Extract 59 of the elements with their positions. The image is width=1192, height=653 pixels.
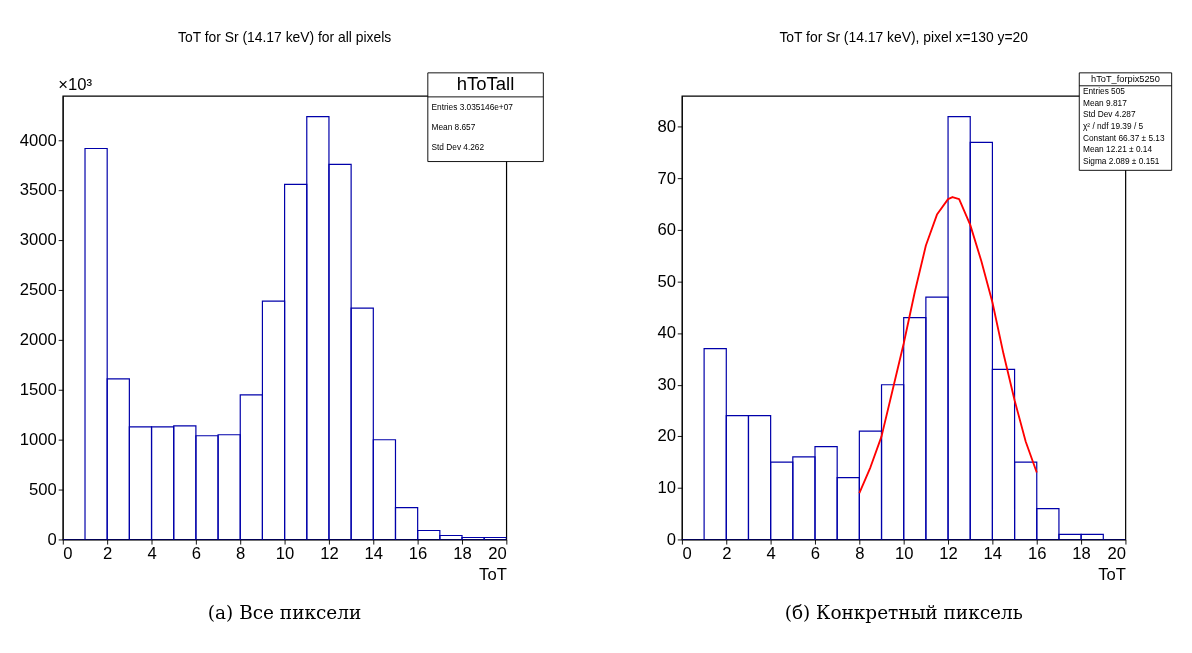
y-axis-title: ×10³ <box>58 75 93 95</box>
annotation: Std Dev 4.287 <box>1082 109 1136 120</box>
x-tick-label: 4 <box>147 544 157 564</box>
x-tick-label: 0 <box>63 544 73 564</box>
y-tick-label: 30 <box>657 374 676 394</box>
y-tick-label: 2000 <box>19 330 57 350</box>
text: hToT_forpix5250 <box>1091 74 1160 85</box>
annotation: Mean 9.817 <box>1082 97 1128 108</box>
x-tick-label: 12 <box>939 544 958 564</box>
annotation: Mean 8.657 <box>431 122 476 133</box>
annotation: Std Dev 4.262 <box>431 142 485 153</box>
annotation: Entries 3.035146e+07 <box>431 101 514 112</box>
y-tick-label: 3000 <box>19 230 57 250</box>
x-tick-label: 16 <box>1027 544 1047 564</box>
y-tick-label: 0 <box>666 529 676 549</box>
x-tick-label: 20 <box>488 544 507 564</box>
annotation: Entries 505 <box>1082 86 1126 97</box>
y-tick-label: 70 <box>657 168 676 188</box>
x-tick-label: 2 <box>722 544 732 564</box>
y-tick-label: 60 <box>657 220 676 240</box>
annotation: Constant 66.37 ± 5.13 <box>1082 132 1165 143</box>
x-tick-label: 0 <box>682 544 692 564</box>
x-tick-label: 12 <box>320 544 339 564</box>
y-tick-label: 10 <box>657 478 676 497</box>
x-tick-label: 20 <box>1107 544 1126 564</box>
text: hToTall <box>456 73 515 95</box>
x-tick-label: 8 <box>236 544 246 564</box>
text: (а) Все пиксели <box>207 601 362 623</box>
chart-title: ToT for Sr (14.17 keV), pixel x=130 y=20 <box>779 28 1029 45</box>
x-tick-label: 8 <box>855 544 865 564</box>
y-tick-label: 80 <box>657 116 676 136</box>
text: (б) Конкретный пиксель <box>784 601 1023 623</box>
x-tick-label: 4 <box>766 544 776 564</box>
x-tick-label: 18 <box>453 544 472 564</box>
annotation: Mean 12.21 ± 0.14 <box>1082 144 1153 155</box>
x-tick-label: 16 <box>408 544 428 564</box>
x-axis-title: ToT <box>1098 564 1126 584</box>
y-tick-label: 2500 <box>19 280 57 300</box>
y-tick-label: 0 <box>47 529 57 549</box>
x-tick-label: 2 <box>103 544 113 564</box>
x-tick-label: 10 <box>894 544 914 564</box>
y-tick-label: 20 <box>657 426 676 446</box>
annotation: Sigma 2.089 ± 0.151 <box>1082 155 1160 166</box>
x-tick-label: 10 <box>275 544 295 564</box>
y-tick-label: 1000 <box>19 429 57 449</box>
y-tick-label: 4000 <box>19 130 57 150</box>
y-tick-label: 40 <box>657 323 676 343</box>
x-tick-label: 18 <box>1072 544 1091 564</box>
y-tick-label: 1500 <box>19 379 57 399</box>
x-axis-title: ToT <box>479 564 507 584</box>
chart-title: ToT for Sr (14.17 keV) for all pixels <box>178 28 392 45</box>
y-tick-label: 500 <box>29 479 57 499</box>
x-tick-label: 14 <box>364 544 384 564</box>
y-tick-label: 50 <box>657 271 676 291</box>
annotation: χ² / ndf 19.39 / 5 <box>1082 120 1144 131</box>
y-tick-label: 3500 <box>19 180 57 200</box>
x-tick-label: 14 <box>983 544 1003 564</box>
x-tick-label: 6 <box>810 544 821 564</box>
x-tick-label: 6 <box>191 544 201 564</box>
